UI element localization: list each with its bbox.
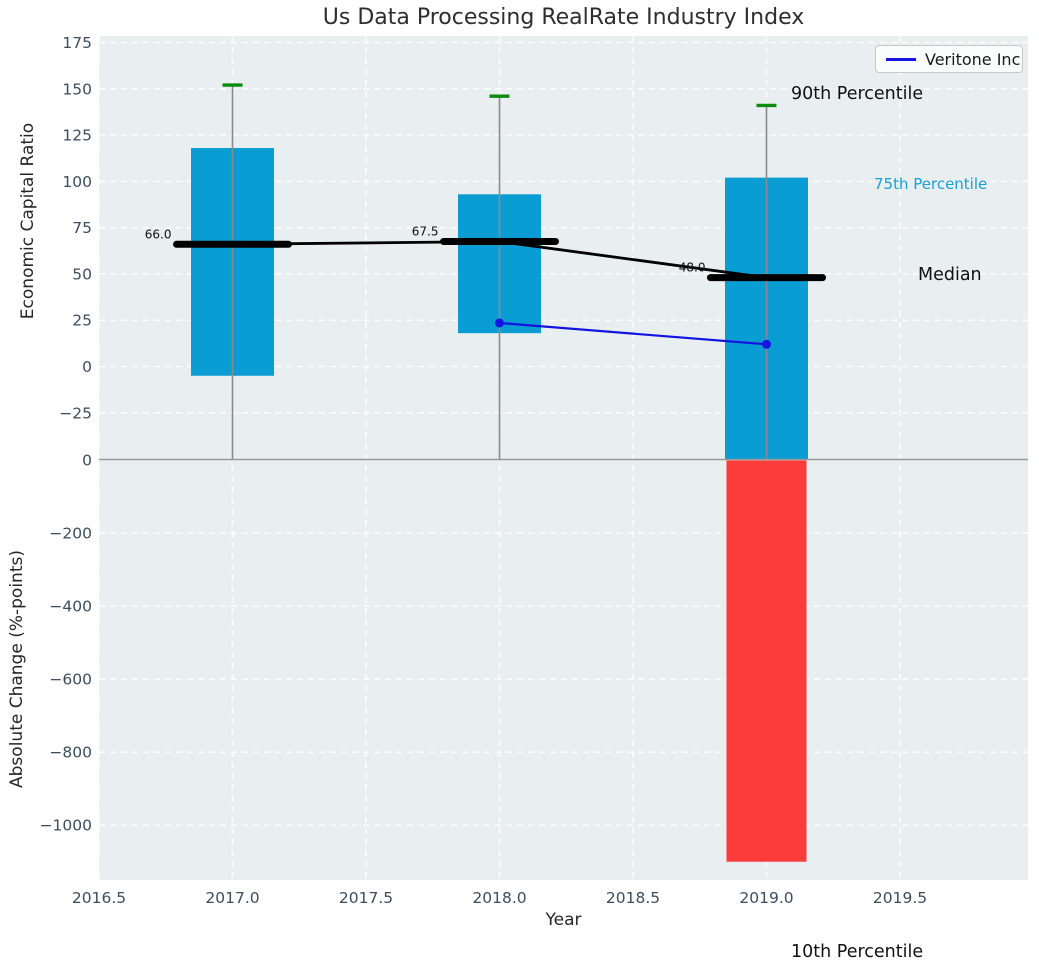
y-tick-label-top: 100 — [62, 173, 92, 191]
veritone-line — [499, 321, 767, 346]
y-tick-label-top: 0 — [82, 358, 92, 376]
y-tick-label-bottom: −400 — [49, 598, 92, 616]
y-tick-label-top: 75 — [72, 219, 92, 237]
y-axis-label-bottom: Absolute Change (%-points) — [7, 550, 27, 788]
x-tick-label: 2018.5 — [606, 889, 660, 907]
x-tick-label: 2019.0 — [739, 889, 793, 907]
y-tick-label-top: 50 — [72, 265, 92, 283]
annotation-median: Median — [918, 265, 982, 285]
y-axis-label-top: Economic Capital Ratio — [18, 122, 38, 320]
y-tick-label-top: 175 — [62, 34, 92, 52]
x-axis-label: Year — [545, 910, 582, 930]
y-tick-label-bottom: −1000 — [40, 817, 92, 835]
x-tick-label: 2019.5 — [873, 889, 927, 907]
y-tick-label-bottom: 0 — [82, 452, 92, 470]
change-bar-2019 — [726, 460, 807, 862]
median-value-label-2018: 67.5 — [412, 225, 439, 239]
y-tick-label-top: 25 — [72, 312, 92, 330]
x-tick-label: 2016.5 — [72, 889, 126, 907]
chart-title: Us Data Processing RealRate Industry Ind… — [322, 5, 805, 30]
legend-label: Veritone Inc — [925, 49, 1021, 69]
median-value-label-2019: 48.0 — [679, 261, 706, 275]
annotation-75th-percentile: 75th Percentile — [874, 175, 988, 193]
y-tick-label-bottom: −600 — [49, 671, 92, 689]
legend-line-icon — [886, 57, 916, 61]
veritone-point-2018 — [495, 318, 504, 328]
y-tick-label-bottom: −800 — [49, 744, 92, 762]
veritone-point-2019 — [762, 339, 771, 349]
y-tick-label-top: 150 — [62, 80, 92, 98]
legend: Veritone Inc — [875, 45, 1023, 73]
x-tick-label: 2017.5 — [339, 889, 393, 907]
x-tick-label: 2018.0 — [472, 889, 526, 907]
x-tick-label: 2017.0 — [205, 889, 259, 907]
y-tick-label-bottom: −200 — [49, 525, 92, 543]
median-value-label-2017: 66.0 — [145, 227, 172, 241]
annotation-10th-percentile: 10th Percentile — [791, 942, 924, 962]
annotation-90th-percentile: 90th Percentile — [791, 84, 924, 104]
y-tick-label-top: 125 — [62, 127, 92, 145]
y-tick-label-top: −25 — [59, 404, 92, 422]
